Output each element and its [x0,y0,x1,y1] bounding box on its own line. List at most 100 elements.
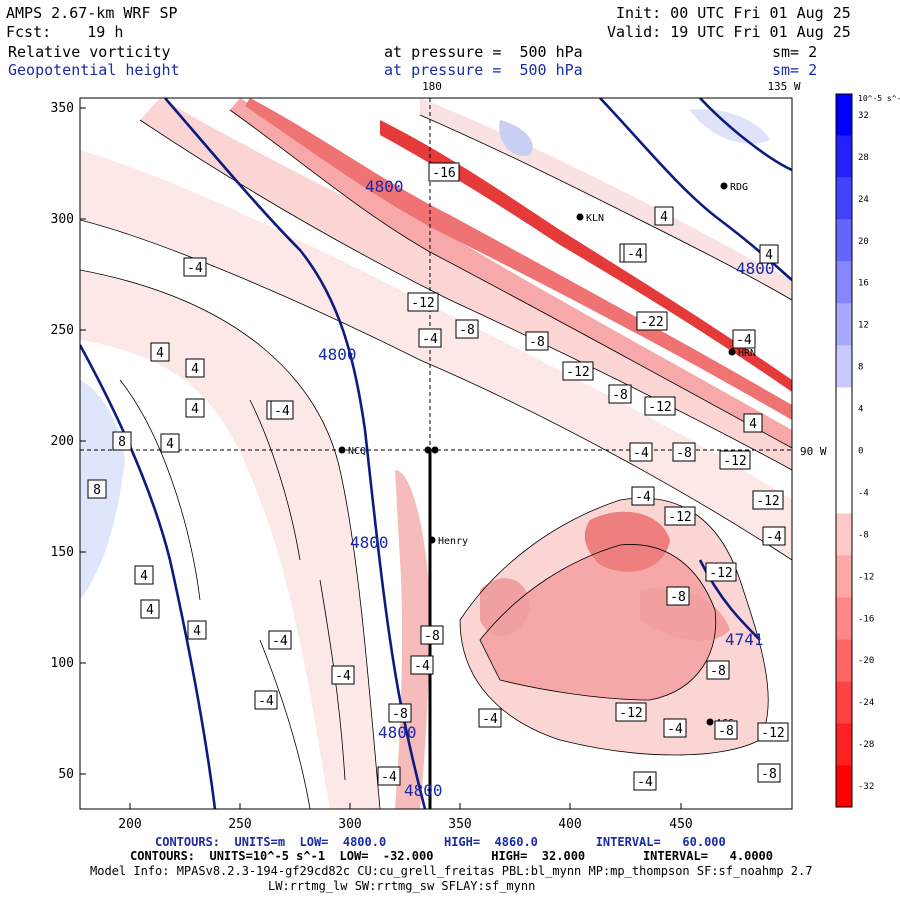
vorticity-label-box [150,342,170,362]
height-contour-info: CONTOURS: UNITS=m LOW= 4800.0 HIGH= 4860… [155,835,726,849]
vorticity-label-box [615,702,647,722]
vorticity-label-box [254,690,278,710]
colorbar-label: 12 [858,321,869,331]
vorticity-label: -4 [633,446,649,461]
colorbar-units: 10^-5 s^-1 [858,94,900,103]
y-tick: 200 [51,434,74,449]
field2-level: at pressure = 500 hPa [384,61,583,79]
field1-level: at pressure = 500 hPa [384,43,583,61]
colorbar-swatch [836,723,852,766]
station-marker [720,182,728,190]
station-marker [338,446,346,454]
vorticity-label: 4 [191,362,199,377]
colorbar-label: -12 [858,572,874,582]
vorticity-label-box [377,766,401,786]
vorticity-label: -12 [709,566,732,581]
colorbar-swatch [836,261,852,304]
vorticity-field [80,98,792,809]
vorticity-label-box [388,703,412,723]
vorticity-label: -4 [414,659,430,674]
vorticity-label: -8 [761,767,777,782]
vorticity-label: -4 [187,261,203,276]
lon-label-180: 180 [422,80,442,93]
colorbar-label: -4 [858,488,869,498]
vorticity-label-box [636,311,668,331]
vorticity-label-box [420,625,444,645]
vorticity-label: 4 [146,603,154,618]
model-title: AMPS 2.67-km WRF SP [6,4,178,22]
lon-label-90w: 90 W [800,445,827,458]
vorticity-label-box [525,331,549,351]
valid-time: Valid: 19 UTC Fri 01 Aug 25 [607,23,851,41]
vorticity-label-box [407,292,439,312]
vorticity-label: -8 [710,664,726,679]
colorbar-swatch [836,177,852,220]
colorbar-swatch [836,345,852,388]
vorticity-label: -4 [258,694,274,709]
height-label: 4800 [736,259,775,278]
y-tick: 350 [51,101,74,116]
field2-name: Geopotential height [8,61,180,79]
field1-smoothing: sm= 2 [772,43,818,61]
crosshair-lines [80,98,792,451]
vorticity-label-box [608,384,632,404]
colorbar-swatch [836,597,852,640]
station-marker [728,348,736,356]
vorticity-label: -12 [566,365,589,380]
vorticity-label: -12 [648,400,671,415]
vorticity-label-box [705,562,737,582]
colorbar-swatch [836,429,852,472]
y-tick: 100 [51,656,74,671]
station-label: RDG [730,182,748,193]
colorbar-swatch [836,681,852,724]
vorticity-label: -4 [766,530,782,545]
vorticity-label: -4 [274,404,290,419]
station-marker [576,213,584,221]
vorticity-label-box [759,244,779,264]
colorbar-label: 28 [858,153,869,163]
vorticity-label: -4 [637,775,653,790]
height-label: 4800 [404,781,443,800]
height-label: 4800 [350,533,389,552]
station-marker [428,536,436,544]
vorticity-label: -8 [612,388,628,403]
vorticity-label: 4 [166,437,174,452]
colorbar-swatch [836,303,852,346]
vorticity-label: -12 [668,510,691,525]
height-label: 4800 [318,345,357,364]
vorticity-label-box [410,655,434,675]
vorticity-label-box [714,720,738,740]
x-tick: 250 [228,817,251,832]
vorticity-label-box [270,400,294,420]
colorbar-label: -24 [858,698,874,708]
plot-frame [79,97,793,810]
vorticity-label-box [719,450,751,470]
vorticity-label: -4 [335,669,351,684]
vorticity-label: 4 [193,624,201,639]
model-info: Model Info: MPASv8.2.3-194-gf29cd82c CU:… [90,864,813,878]
vorticity-label: 4 [156,346,164,361]
colorbar-label: -28 [858,740,874,750]
vorticity-label-box [629,442,653,462]
vorticity-label-box [706,660,730,680]
colorbar-swatch [836,219,852,262]
x-tick: 300 [338,817,361,832]
colorbar-swatch [836,135,852,178]
colorbar-swatch [836,471,852,514]
vorticity-label-box [732,329,756,349]
y-tick: 50 [58,767,74,782]
vorticity-label: -12 [756,494,779,509]
x-tick: 450 [669,817,692,832]
vorticity-label: -4 [667,722,683,737]
vorticity-label-box [752,490,784,510]
vorticity-label: -8 [718,724,734,739]
vorticity-label: -8 [670,590,686,605]
colorbar-swatch [836,94,852,136]
vorticity-label-box [623,243,647,263]
vorticity-label-box [87,479,107,499]
y-tick: 150 [51,545,74,560]
vorticity-label-box [140,599,160,619]
colorbar-swatch [836,513,852,556]
vorticity-label: 8 [118,435,126,450]
